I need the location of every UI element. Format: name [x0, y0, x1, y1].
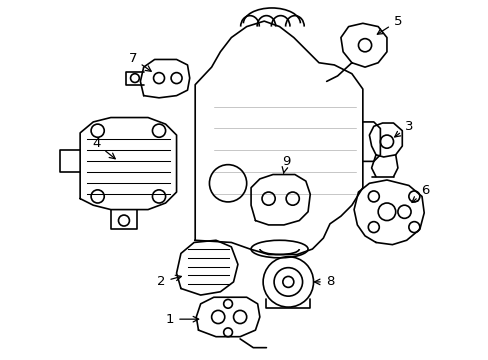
Text: 7: 7 — [128, 52, 151, 71]
Text: 8: 8 — [314, 275, 333, 288]
Text: 4: 4 — [92, 137, 115, 159]
Text: 2: 2 — [157, 275, 181, 288]
Text: 6: 6 — [411, 184, 428, 202]
Text: 1: 1 — [165, 313, 198, 326]
Text: 3: 3 — [394, 120, 412, 137]
Text: 5: 5 — [377, 15, 401, 34]
Text: 9: 9 — [282, 155, 290, 174]
